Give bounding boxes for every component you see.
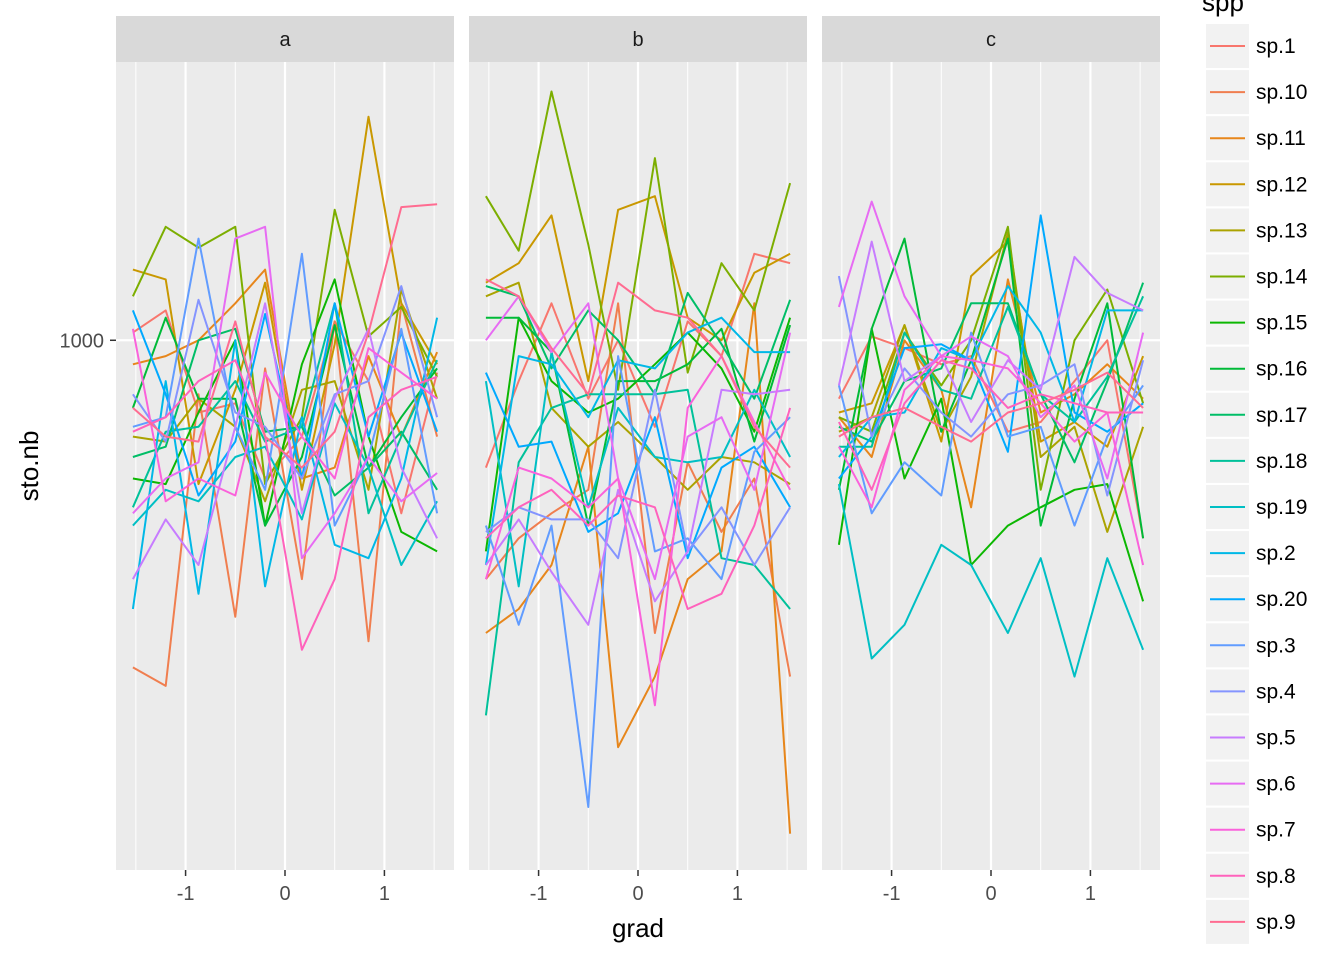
strip-a xyxy=(116,16,454,62)
x-tick-label: 0 xyxy=(632,883,643,905)
series-line-sp-11-panel-b xyxy=(485,302,792,834)
axes: -1 0 1 -1 0 1 -1 0 1 1000 xyxy=(60,330,1096,905)
series-line-sp-17-panel-a xyxy=(132,327,438,497)
strip-label-a: a xyxy=(279,29,291,51)
strip-label-b: b xyxy=(632,29,643,51)
strip-label-c: c xyxy=(986,29,996,51)
series-line-sp-9-panel-c xyxy=(838,371,1144,443)
series-lines xyxy=(131,90,1145,834)
x-tick-label: -1 xyxy=(530,883,548,905)
legend-label: sp.5 xyxy=(1256,727,1296,750)
x-tick-label: 1 xyxy=(732,883,743,905)
series-line-sp-20-panel-c xyxy=(838,214,1144,480)
series-line-sp-14-panel-a xyxy=(131,208,438,486)
series-line-sp-10-panel-a xyxy=(132,302,439,687)
legend-label: sp.7 xyxy=(1256,819,1296,842)
series-line-sp-15-panel-a xyxy=(132,278,438,553)
legend-label: sp.20 xyxy=(1256,588,1307,611)
legend-label: sp.14 xyxy=(1256,266,1308,289)
series-line-sp-18-panel-a xyxy=(131,302,439,515)
legend-label: sp.17 xyxy=(1256,404,1307,427)
series-line-sp-14-panel-b xyxy=(485,90,792,391)
series-line-sp-12-panel-b xyxy=(485,195,791,383)
series-line-sp-5-panel-a xyxy=(132,302,438,580)
series-line-sp-1-panel-a xyxy=(132,309,439,515)
legend: spp sp.1 sp.10 sp.11 sp.12 sp.13 sp.14 sp.15 sp… xyxy=(1202,0,1308,944)
legend-label: sp.15 xyxy=(1256,312,1307,335)
x-tick-label: 0 xyxy=(985,883,996,905)
series-line-sp-7-panel-a xyxy=(131,328,438,503)
series-line-sp-16-panel-a xyxy=(131,316,438,527)
x-tick-label: -1 xyxy=(177,883,195,905)
x-tick-label: 0 xyxy=(279,883,290,905)
legend-label: sp.19 xyxy=(1256,496,1307,519)
strip-headers: a b c xyxy=(116,16,1160,62)
series-line-sp-14-panel-c xyxy=(838,225,1145,491)
series-line-sp-4-panel-b xyxy=(485,388,791,566)
series-line-sp-19-panel-b xyxy=(484,351,791,588)
series-line-sp-6-panel-a xyxy=(132,225,438,560)
series-line-sp-9-panel-b xyxy=(485,278,791,469)
x-axis-title: grad xyxy=(612,913,664,943)
legend-label: sp.4 xyxy=(1256,680,1296,703)
series-line-sp-8-panel-a xyxy=(132,359,438,651)
legend-label: sp.16 xyxy=(1256,358,1307,381)
series-line-sp-7-panel-b xyxy=(484,355,791,707)
legend-label: sp.11 xyxy=(1256,127,1306,150)
grid-lines xyxy=(116,62,1160,870)
series-line-sp-3-panel-c xyxy=(837,331,1144,527)
legend-label: sp.3 xyxy=(1256,634,1296,657)
series-line-sp-2-panel-b xyxy=(484,316,791,566)
series-line-sp-17-panel-b xyxy=(485,285,792,400)
legend-label: sp.18 xyxy=(1256,450,1307,473)
x-tick-label: -1 xyxy=(883,883,901,905)
series-line-sp-6-panel-b xyxy=(485,295,792,581)
series-line-sp-13-panel-b xyxy=(485,281,791,491)
x-tick-label: 1 xyxy=(1085,883,1096,905)
legend-label: sp.2 xyxy=(1256,542,1296,565)
series-line-sp-11-panel-c xyxy=(838,278,1144,509)
series-line-sp-3-panel-b xyxy=(484,355,791,808)
series-line-sp-8-panel-b xyxy=(485,407,792,610)
legend-label: sp.9 xyxy=(1256,911,1296,934)
y-tick-label: 1000 xyxy=(60,330,105,352)
legend-label: sp.1 xyxy=(1256,35,1296,58)
series-line-sp-20-panel-b xyxy=(484,372,791,560)
legend-title: spp xyxy=(1202,0,1244,17)
legend-label: sp.8 xyxy=(1256,865,1296,888)
y-axis-title: sto.nb xyxy=(14,431,44,502)
x-tick-label: 1 xyxy=(379,883,390,905)
series-line-sp-3-panel-a xyxy=(132,237,439,527)
strip-c xyxy=(822,16,1160,62)
legend-label: sp.12 xyxy=(1256,173,1307,196)
strip-b xyxy=(469,16,807,62)
legend-label: sp.10 xyxy=(1256,81,1307,104)
series-line-sp-2-panel-a xyxy=(131,317,439,610)
series-line-sp-10-panel-b xyxy=(485,302,792,677)
series-line-sp-9-panel-a xyxy=(132,203,438,469)
series-line-sp-8-panel-c xyxy=(837,359,1144,491)
series-line-sp-16-panel-c xyxy=(837,237,1145,539)
series-line-sp-2-panel-c xyxy=(838,285,1144,458)
series-line-sp-16-panel-b xyxy=(485,316,792,527)
legend-label: sp.13 xyxy=(1256,219,1307,242)
legend-label: sp.6 xyxy=(1256,773,1296,796)
series-line-sp-19-panel-c xyxy=(837,483,1145,678)
series-line-sp-6-panel-c xyxy=(837,200,1145,480)
series-line-sp-5-panel-c xyxy=(837,240,1144,423)
